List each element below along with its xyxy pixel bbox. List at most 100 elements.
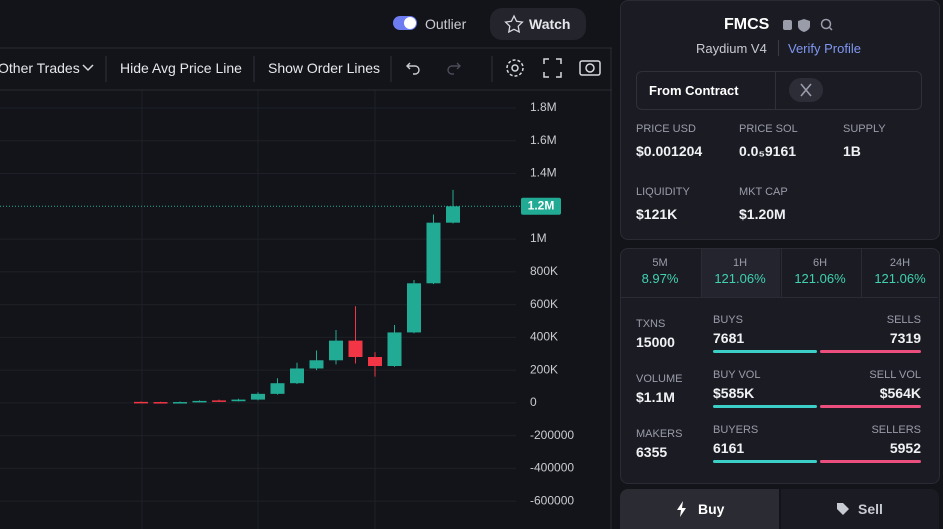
hide-avg-price[interactable]: Hide Avg Price Line: [120, 60, 242, 76]
timeframe-cell[interactable]: [701, 249, 780, 297]
shield-icon[interactable]: [798, 19, 810, 32]
outlier-label: Outlier: [425, 16, 467, 32]
stat-label: MKT CAP: [739, 186, 788, 198]
verify-profile[interactable]: Verify Profile: [788, 41, 861, 56]
token-card: [620, 0, 940, 240]
left-label: BUYS: [713, 314, 743, 326]
left-value: 7681: [713, 330, 745, 346]
timeframe-label: 24H: [889, 257, 911, 269]
stat-value: 0.0₅9161: [739, 143, 797, 159]
left-value: 6161: [713, 440, 745, 456]
camera-lens: [585, 63, 595, 73]
stat-value: $1.20M: [739, 206, 786, 222]
star-icon: [504, 14, 524, 34]
y-tick-label: 600K: [530, 297, 558, 311]
from-contract[interactable]: From Contract: [649, 83, 739, 98]
sell-bar: [820, 460, 921, 463]
left-label: BUYERS: [713, 424, 759, 436]
activity-value: 15000: [636, 334, 675, 350]
show-order-lines[interactable]: Show Order Lines: [268, 60, 381, 76]
settings-icon[interactable]: [511, 64, 519, 72]
timeframe-cell[interactable]: [861, 249, 940, 297]
sell-bar: [820, 350, 921, 353]
buy-bar: [713, 460, 817, 463]
candle-body: [192, 400, 207, 403]
y-tick-label: 0: [530, 395, 537, 409]
timeframe-change: 121.06%: [874, 271, 926, 286]
candle-body: [368, 357, 382, 367]
bolt-icon: [677, 501, 686, 517]
y-tick-label: -200000: [530, 428, 574, 442]
candle-body: [290, 368, 304, 384]
left-value: $585K: [713, 385, 755, 401]
token-symbol: FMCS: [724, 16, 770, 33]
toggle-knob: [404, 17, 416, 29]
right-label: SELL VOL: [869, 369, 921, 381]
candle-body: [446, 206, 460, 223]
x-button[interactable]: [789, 78, 823, 102]
timeframe-change: 121.06%: [794, 271, 846, 286]
y-tick-label: 1.6M: [530, 133, 557, 147]
left-label: BUY VOL: [713, 369, 761, 381]
other-trades[interactable]: Other Trades: [0, 60, 80, 76]
candle-body: [309, 360, 324, 369]
candle-body: [348, 340, 363, 358]
candle-body: [270, 383, 285, 394]
tag: [837, 503, 849, 515]
settings-icon-ring: [506, 59, 524, 77]
watch-label[interactable]: Watch: [529, 16, 571, 32]
candle-body: [173, 402, 187, 404]
candle-body: [251, 393, 265, 400]
chart: 1.8M 1.6M 1.4M 1M 800K 600K 400K 200K 0 -200000 -4…: [0, 8, 612, 529]
camera-icon[interactable]: [579, 60, 601, 76]
activity-label: VOLUME: [636, 373, 683, 385]
activity-value: $1.1M: [636, 389, 675, 405]
activity-label: MAKERS: [636, 428, 683, 440]
timeframe-label: 5M: [652, 257, 668, 269]
x-icon: [800, 83, 812, 97]
divider: [621, 297, 938, 298]
timeframe-cell[interactable]: [781, 249, 860, 297]
right-value: $564K: [879, 385, 921, 401]
redo-icon[interactable]: [447, 62, 461, 75]
right-value: 7319: [889, 330, 921, 346]
buy-bar: [713, 405, 817, 408]
tag-icon: [837, 503, 849, 515]
undo-icon[interactable]: [406, 62, 420, 75]
buy-label[interactable]: Buy: [698, 501, 725, 517]
stat-value: $121K: [636, 206, 678, 222]
y-tick-label: 800K: [530, 264, 558, 278]
divider: [775, 72, 776, 109]
y-tick-label: 1.8M: [530, 100, 557, 114]
stat-label: SUPPLY: [843, 123, 886, 135]
activity-card: [620, 248, 940, 484]
y-tick-label: 1.4M: [530, 166, 557, 180]
sell-button[interactable]: [781, 489, 939, 529]
candle-body: [387, 332, 402, 367]
search-icon[interactable]: [820, 18, 832, 30]
right-label: SELLERS: [871, 424, 921, 436]
y-tick-label: -600000: [530, 493, 574, 507]
stat-label: PRICE SOL: [739, 123, 798, 135]
copy-icon[interactable]: [783, 20, 792, 30]
timeframe-label: 6H: [812, 257, 828, 269]
candle-body: [134, 401, 148, 404]
fullscreen-icon[interactable]: [543, 58, 562, 78]
y-tick-label: 400K: [530, 330, 558, 344]
chart-bg: [0, 90, 612, 529]
candle-body: [231, 399, 246, 402]
token-icons: [783, 18, 833, 32]
bolt: [677, 501, 686, 517]
right-label: SELLS: [886, 314, 921, 326]
right-value: 5952: [889, 440, 921, 456]
search-icon-handle: [828, 26, 833, 31]
buy-button[interactable]: [620, 489, 779, 529]
sell-label[interactable]: Sell: [858, 501, 883, 517]
candle-body: [329, 340, 343, 361]
dex-name: Raydium V4: [696, 41, 767, 56]
y-tick-label: -400000: [530, 461, 574, 475]
divider: [778, 40, 779, 56]
candle-body: [426, 222, 441, 284]
stat-label: LIQUIDITY: [636, 186, 690, 198]
